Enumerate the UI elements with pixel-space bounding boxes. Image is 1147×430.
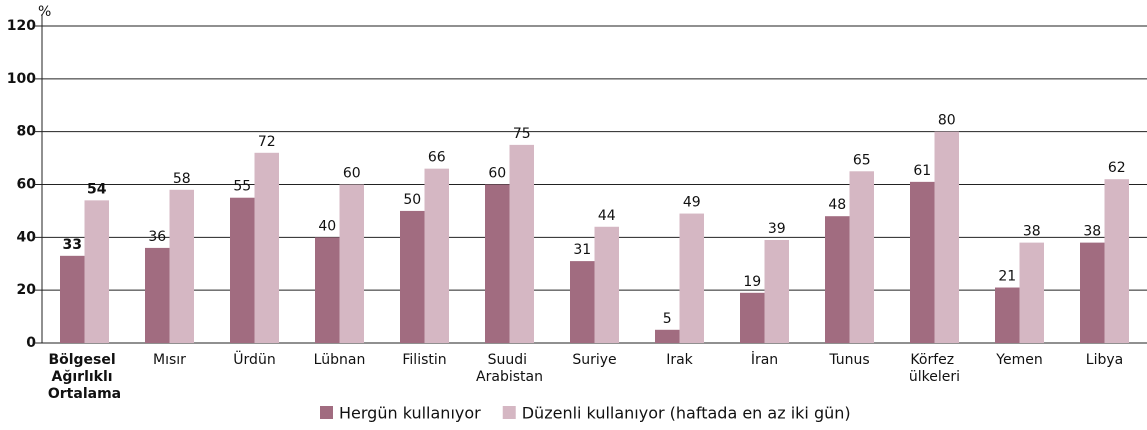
x-tick-label-line: Libya (1086, 352, 1123, 368)
value-label: 75 (513, 126, 531, 142)
x-tick-label-line: Yemen (995, 352, 1042, 368)
x-tick-label-line: Suudi (488, 352, 532, 368)
x-tick-label: Tunus (828, 352, 869, 368)
x-tick-label-line: Bölgesel (48, 352, 120, 368)
value-label: 48 (828, 197, 846, 213)
value-label: 80 (938, 113, 956, 129)
y-tick-label: 60 (17, 177, 37, 193)
y-tick-label: 20 (17, 282, 37, 298)
bar (825, 216, 850, 343)
bar (1104, 179, 1129, 343)
x-tick-label: Suriye (572, 352, 616, 368)
x-tick-label-line: Irak (666, 352, 693, 368)
x-tick-label-line: ülkeleri (909, 369, 960, 385)
x-tick-label: Körfez ülkeleri (909, 352, 960, 385)
x-tick-label-line: Mısır (153, 352, 186, 368)
value-label: 49 (683, 195, 701, 211)
bar (740, 292, 765, 343)
x-tick-label: Irak (666, 352, 693, 368)
bar (424, 168, 449, 343)
x-tick-label-line: İran (751, 350, 778, 368)
value-label: 65 (853, 152, 871, 168)
x-tick-label: Yemen (995, 352, 1042, 368)
value-label: 38 (1023, 224, 1041, 240)
bar (169, 189, 194, 343)
x-tick-label-line: Körfez (910, 352, 958, 368)
x-tick-label: Lübnan (314, 352, 366, 368)
bar (910, 181, 935, 343)
value-label: 36 (148, 229, 166, 245)
value-label: 5 (663, 311, 672, 327)
x-tick-label: İran (751, 350, 778, 368)
legend-label: Düzenli kullanıyor (haftada en az iki gü… (522, 404, 851, 423)
x-tick-label-line: Suriye (572, 352, 616, 368)
value-label: 60 (343, 166, 361, 182)
value-label: 50 (403, 192, 421, 208)
bar (509, 144, 534, 343)
bar (84, 200, 109, 343)
bar (1080, 242, 1105, 343)
bar (485, 184, 510, 343)
y-tick-label: 100 (7, 71, 36, 87)
bar (849, 171, 874, 343)
bar (764, 239, 789, 343)
x-tick-label: Filistin (402, 352, 446, 368)
x-tick-label-line: Arabistan (476, 369, 543, 385)
bar (230, 197, 255, 343)
x-tick-label-line: Filistin (402, 352, 446, 368)
bar (145, 247, 170, 343)
value-label: 33 (63, 237, 82, 253)
x-tick-label-line: Tunus (828, 352, 869, 368)
value-label: 58 (173, 171, 191, 187)
legend-label: Hergün kullanıyor (339, 404, 481, 423)
value-label: 21 (998, 269, 1016, 285)
value-label: 61 (913, 163, 931, 179)
legend-swatch (320, 406, 333, 419)
x-tick-label: Libya (1086, 352, 1123, 368)
bar (339, 184, 364, 343)
value-label: 39 (768, 221, 786, 237)
bar (254, 152, 279, 343)
y-tick-label: 80 (17, 124, 37, 140)
y-tick-label: 0 (26, 335, 36, 351)
bar (570, 261, 595, 343)
value-label: 19 (743, 274, 761, 290)
bar (934, 131, 959, 343)
value-label: 38 (1083, 224, 1101, 240)
x-tick-label-line: Lübnan (314, 352, 366, 368)
x-tick-label-line: Ortalama (48, 386, 121, 402)
value-label: 31 (573, 242, 591, 258)
legend-swatch (502, 406, 516, 419)
x-tick-label-line: Ağırlıklı (52, 369, 118, 385)
bar (594, 226, 619, 343)
x-tick-label: Ürdün (233, 350, 275, 368)
value-label: 44 (598, 208, 616, 224)
x-tick-label: Mısır (153, 352, 186, 368)
x-tick-label: Bölgesel Ağırlıklı Ortalama (48, 352, 121, 402)
value-label: 40 (318, 218, 336, 234)
bar (1019, 242, 1044, 343)
value-label: 72 (258, 134, 276, 150)
value-label: 54 (87, 181, 107, 197)
bar (655, 329, 680, 343)
x-tick-label: Suudi Arabistan (476, 352, 543, 385)
y-axis-label: % (38, 4, 51, 20)
value-label: 55 (233, 179, 251, 195)
x-tick-label-line: Ürdün (233, 350, 275, 368)
y-tick-label: 120 (7, 18, 36, 34)
y-tick-label: 40 (17, 229, 37, 245)
bar (679, 213, 704, 343)
bar (315, 237, 340, 343)
value-label: 62 (1108, 160, 1126, 176)
bar (995, 287, 1020, 343)
bar (400, 210, 425, 343)
value-label: 60 (488, 166, 506, 182)
bar (60, 255, 85, 343)
value-label: 66 (428, 150, 446, 166)
